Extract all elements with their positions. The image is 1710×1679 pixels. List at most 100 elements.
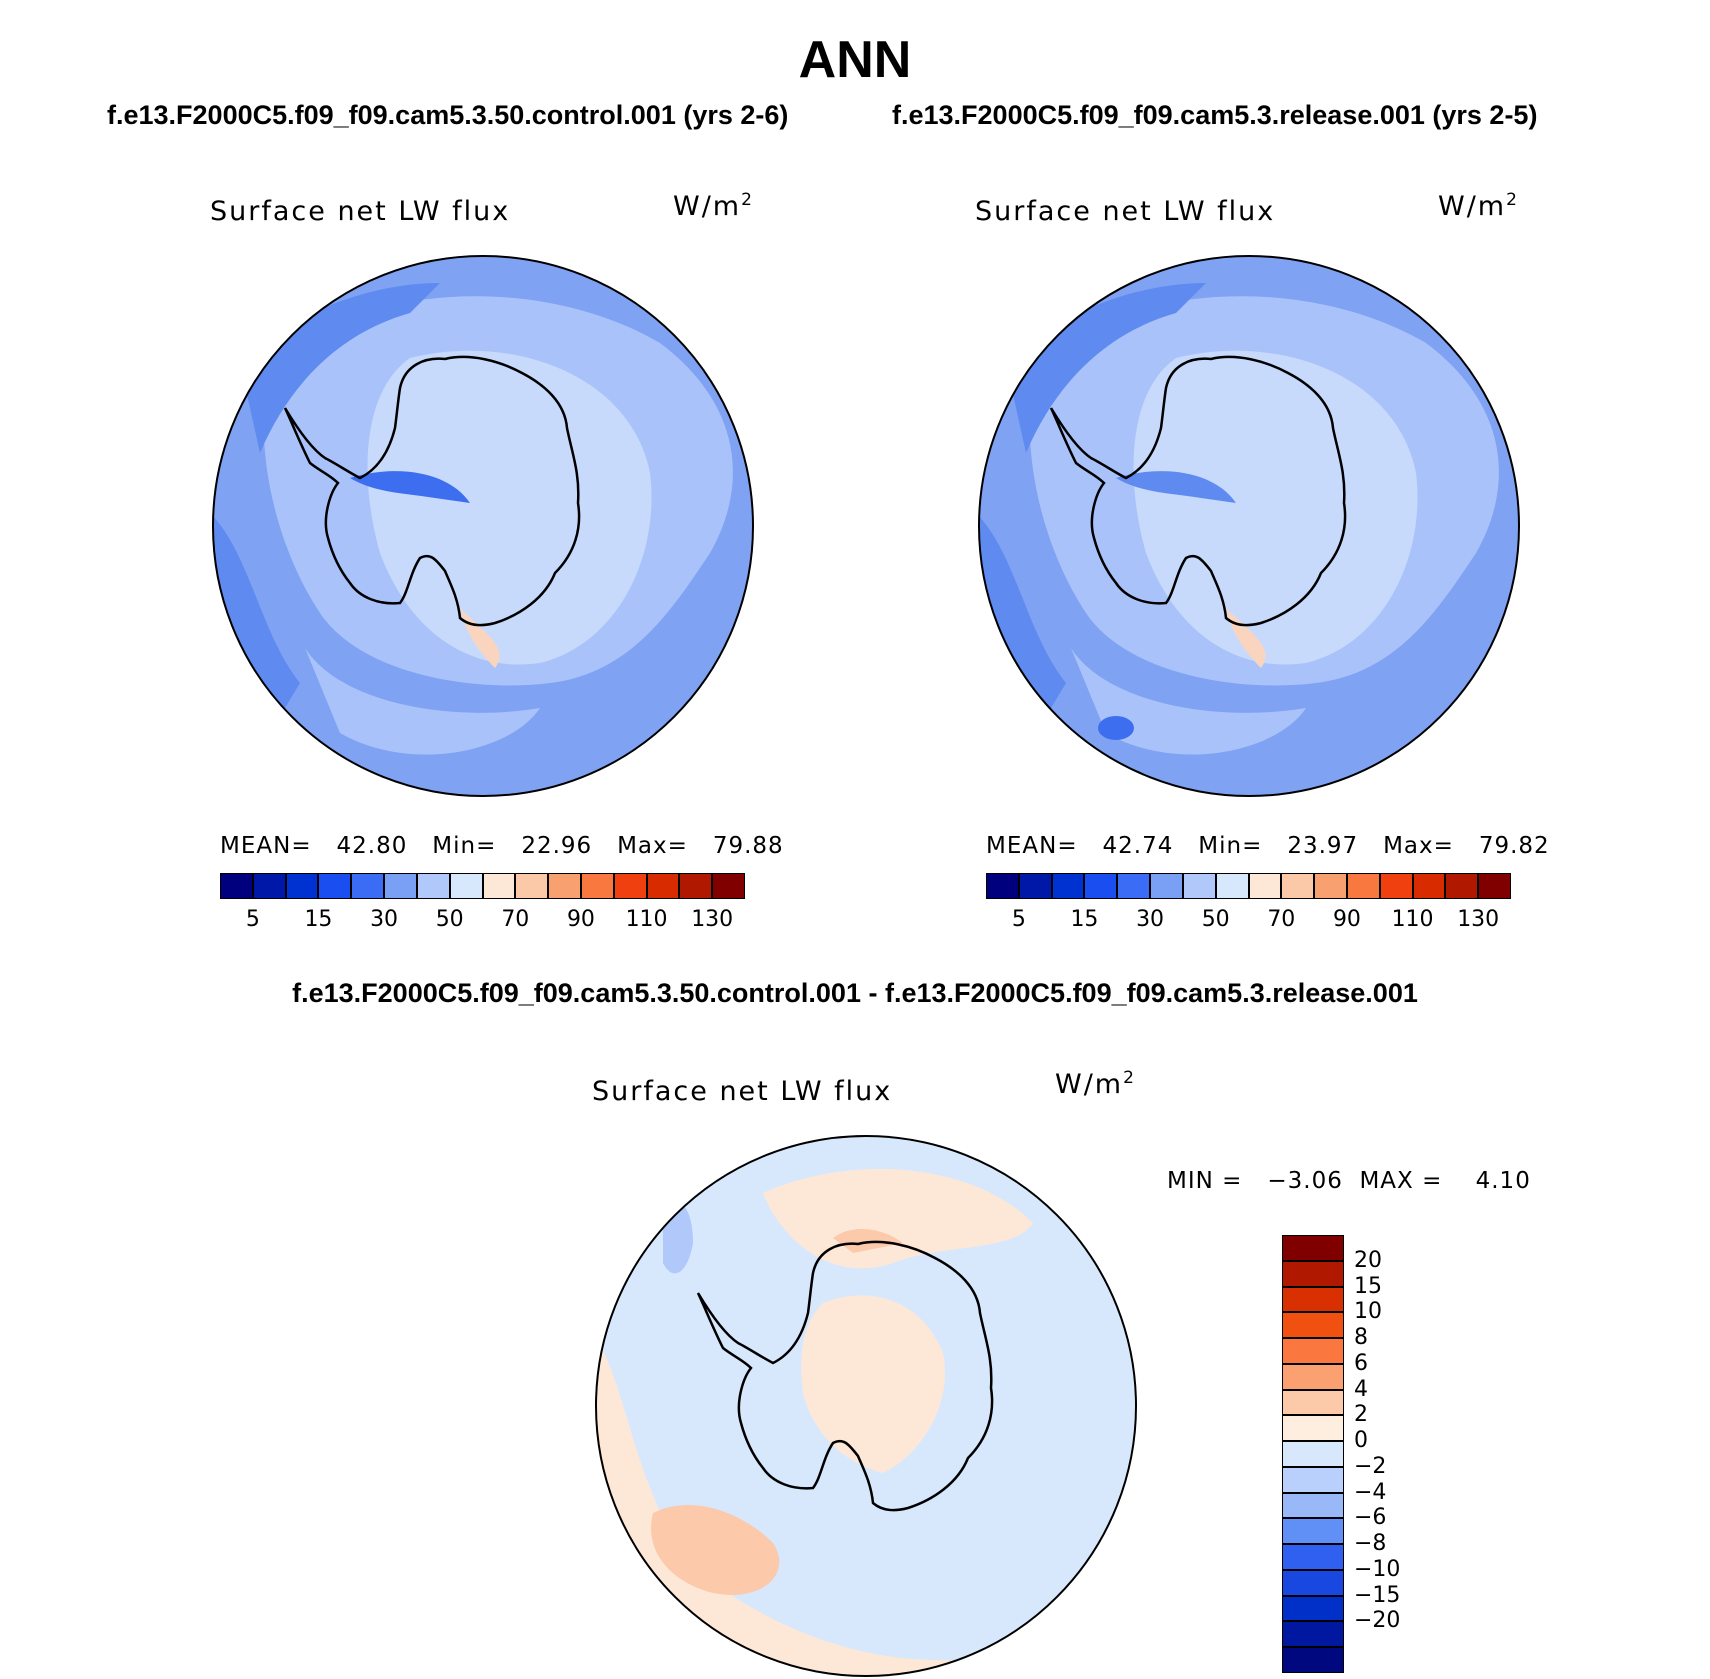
difference-title: f.e13.F2000C5.f09_f09.cam5.3.50.control.… (292, 978, 1418, 1008)
panel1-polar-map (212, 255, 754, 797)
panel1-colorbar-swatch (252, 873, 286, 899)
panel2-colorbar-tick-label: 110 (1391, 907, 1434, 932)
panel2-colorbar-swatch (1379, 873, 1413, 899)
panel3-colorbar-swatch (1282, 1441, 1344, 1467)
panel2-colorbar-tick-label: 30 (1136, 907, 1165, 932)
panel3-colorbar-swatch (1282, 1389, 1344, 1416)
panel1-coastline (283, 355, 581, 627)
panel2-colorbar-swatch (1051, 873, 1085, 899)
panel2-colorbar-swatch (1018, 873, 1052, 899)
panel3-colorbar-tick-label: 10 (1354, 1299, 1382, 1325)
right-case-title: f.e13.F2000C5.f09_f09.cam5.3.release.001… (892, 100, 1538, 130)
panel2-colorbar-swatch (986, 873, 1019, 899)
panel1-variable-label: Surface net LW flux (210, 196, 511, 227)
panel1-colorbar-swatch (548, 873, 581, 899)
panel3-colorbar-tick-label: −20 (1354, 1608, 1401, 1634)
panel1-colorbar-swatch (318, 873, 352, 899)
panel2-colorbar-swatch (1117, 873, 1151, 899)
panel2-colorbar-swatch (1248, 873, 1282, 899)
panel1-colorbar-swatch (285, 873, 319, 899)
panel1-colorbar-swatch (712, 873, 745, 899)
panel3-variable-label: Surface net LW flux (592, 1076, 893, 1107)
panel1-colorbar-tick-label: 30 (370, 907, 399, 932)
panel2-colorbar-swatch (1478, 873, 1511, 899)
panel3-colorbar-swatch (1282, 1595, 1344, 1622)
panel1-colorbar-swatch (679, 873, 713, 899)
panel1-stats: MEAN= 42.80 Min= 22.96 Max= 79.88 (220, 833, 784, 859)
panel1-colorbar-swatch (220, 873, 253, 899)
panel1-colorbar-tick-label: 110 (625, 907, 668, 932)
panel3-colorbar-tick-label: 20 (1354, 1247, 1382, 1273)
panel1-colorbar-tick-label: 50 (435, 907, 464, 932)
panel3-colorbar-tick-label: −8 (1354, 1531, 1387, 1557)
panel2-colorbar-swatch (1346, 873, 1380, 899)
panel2-colorbar-swatch (1314, 873, 1347, 899)
panel1-colorbar-tick-label: 70 (501, 907, 530, 932)
figure-title: ANN (798, 31, 912, 89)
panel1-colorbar-swatch (416, 873, 450, 899)
panel3-colorbar-swatch (1282, 1569, 1344, 1596)
panel1-colorbar-swatch (384, 873, 417, 899)
panel3-coastline (696, 1240, 994, 1512)
panel3-colorbar-tick-label: 0 (1354, 1428, 1368, 1454)
panel3-colorbar-swatch (1282, 1415, 1344, 1442)
panel3-colorbar-tick-label: 2 (1354, 1402, 1368, 1428)
panel3-colorbar-tick-label: 15 (1354, 1273, 1382, 1299)
panel3-colorbar-tick-label: 8 (1354, 1325, 1368, 1351)
panel3-colorbar-swatch (1282, 1518, 1344, 1545)
panel3-colorbar-tick-label: −15 (1354, 1582, 1401, 1608)
panel2-colorbar-swatch (1215, 873, 1249, 899)
panel2-colorbar-tick-label: 130 (1457, 907, 1500, 932)
panel1-colorbar-swatch (351, 873, 385, 899)
panel3-colorbar-swatch (1282, 1621, 1344, 1648)
panel2-coastline (1049, 355, 1347, 627)
panel1-units-label: W/m2 (673, 190, 754, 222)
panel3-colorbar-tick-label: −2 (1354, 1453, 1387, 1479)
panel1-colorbar-swatch (449, 873, 483, 899)
panel3-colorbar-swatch (1282, 1260, 1344, 1287)
panel3-colorbar-tick-label: −6 (1354, 1505, 1387, 1531)
panel3-colorbar-tick-label: 6 (1354, 1350, 1368, 1376)
panel3-colorbar-swatch (1282, 1312, 1344, 1339)
panel2-variable-label: Surface net LW flux (975, 196, 1276, 227)
panel3-colorbar-tick-label: −10 (1354, 1556, 1401, 1582)
panel2-colorbar: 5 15 30 50 70 90 110 130 (986, 873, 1511, 932)
panel1-colorbar-tick-label: 15 (304, 907, 333, 932)
left-case-title: f.e13.F2000C5.f09_f09.cam5.3.50.control.… (107, 100, 789, 130)
panel2-colorbar-swatch (1182, 873, 1216, 899)
panel1-colorbar-swatch (646, 873, 680, 899)
panel1-colorbar-swatch (580, 873, 614, 899)
panel2-map-border (978, 255, 1520, 797)
panel2-colorbar-swatch (1281, 873, 1315, 899)
panel1-colorbar-tick-label: 130 (691, 907, 734, 932)
panel2-colorbar-tick-label: 50 (1201, 907, 1230, 932)
panel3-colorbar: 20 15 10 8 6 4 2 0 −2 −4 −6 −8 −10 −15 −20 (1282, 1235, 1400, 1673)
panel1-colorbar-swatch (482, 873, 516, 899)
panel1-map-border (212, 255, 754, 797)
panel2-stats: MEAN= 42.74 Min= 23.97 Max= 79.82 (986, 833, 1550, 859)
panel3-colorbar-swatch (1282, 1363, 1344, 1390)
panel3-colorbar-swatch (1282, 1235, 1344, 1261)
panel3-colorbar-tick-label: −4 (1354, 1479, 1387, 1505)
panel3-colorbar-swatch (1282, 1544, 1344, 1570)
panel1-colorbar: 5 15 30 50 70 90 110 130 (220, 873, 745, 932)
panel1-colorbar-tick-label: 5 (245, 907, 260, 932)
panel3-colorbar-swatch (1282, 1492, 1344, 1519)
panel3-polar-map (595, 1135, 1137, 1677)
panel1-colorbar-tick-label: 90 (566, 907, 595, 932)
panel3-colorbar-swatch (1282, 1286, 1344, 1313)
panel2-colorbar-tick-label: 15 (1070, 907, 1099, 932)
panel1-colorbar-swatch (515, 873, 549, 899)
panel3-units-label: W/m2 (1055, 1068, 1136, 1100)
panel3-colorbar-swatch (1282, 1338, 1344, 1364)
panel2-colorbar-swatch (1150, 873, 1183, 899)
panel3-colorbar-swatch (1282, 1647, 1344, 1673)
panel1-colorbar-swatch (613, 873, 647, 899)
panel2-units-label: W/m2 (1438, 190, 1519, 222)
panel2-polar-map (978, 255, 1520, 797)
panel2-colorbar-swatch (1084, 873, 1118, 899)
panel2-colorbar-tick-label: 70 (1267, 907, 1296, 932)
panel2-colorbar-swatch (1445, 873, 1479, 899)
panel2-colorbar-tick-label: 90 (1332, 907, 1361, 932)
panel3-stats: MIN = −3.06 MAX = 4.10 (1167, 1168, 1531, 1194)
